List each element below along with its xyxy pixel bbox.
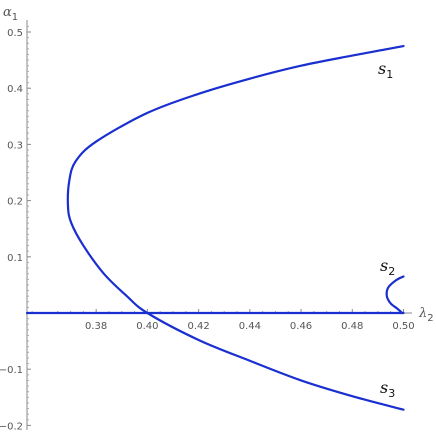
y-tick-label: 0.4 [7, 84, 23, 95]
y-tick-label: −0.1 [0, 365, 23, 376]
y-axis-label: α1 [3, 5, 18, 23]
axes [26, 20, 412, 430]
y-tick-label: 0.2 [7, 197, 23, 208]
x-tick-label: 0.44 [239, 321, 261, 332]
y-tick-label: 0.1 [7, 253, 23, 264]
series-label-s1: s1 [378, 59, 393, 81]
series-line-s1 [66, 44, 405, 411]
x-tick-label: 0.46 [290, 321, 312, 332]
series-label-s2: s2 [380, 256, 395, 278]
series-group [25, 44, 405, 411]
x-tick-label: 0.48 [341, 321, 363, 332]
y-tick-label: 0.5 [7, 28, 23, 39]
ticks [27, 25, 404, 426]
y-tick-label: −0.2 [0, 421, 23, 432]
x-tick-label: 0.42 [187, 321, 209, 332]
x-tick-label: 0.40 [136, 321, 158, 332]
x-tick-label: 0.38 [85, 321, 107, 332]
tick-labels: 0.38 0.40 0.42 0.44 0.46 0.48 0.50 −0.2 −0.1 0.1 0… [0, 28, 415, 432]
x-tick-label: 0.50 [392, 321, 414, 332]
x-axis-label: λ2 [418, 306, 434, 324]
series-line-s2 [385, 275, 405, 315]
y-tick-label: 0.3 [7, 140, 23, 151]
series-label-s3: s3 [380, 378, 395, 400]
